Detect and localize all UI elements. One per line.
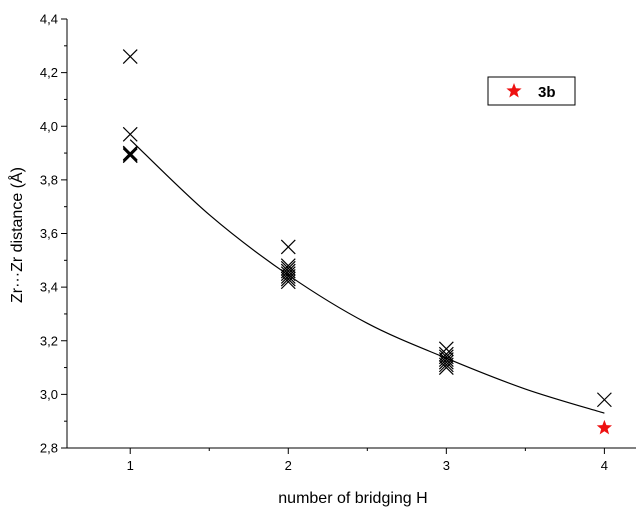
fit-curve-layer [129, 139, 605, 414]
data-point-x [280, 266, 296, 282]
data-point-x [280, 274, 296, 290]
data-point-x [122, 146, 138, 162]
x-tick-label: 4 [601, 458, 608, 473]
data-point-x [438, 360, 454, 375]
data-point-x [438, 357, 454, 373]
y-tick-label: 3,2 [40, 333, 58, 348]
data-point-x [438, 354, 454, 370]
axis-ticks: 1 2 3 4 2,8 3,0 3,2 3,4 3,6 3,8 4,0 4,2 4,4 [40, 12, 608, 474]
data-points [122, 49, 612, 435]
fit-curve [129, 139, 605, 414]
data-point-x [438, 349, 454, 365]
data-point-x [280, 263, 296, 279]
legend-box [487, 76, 576, 106]
x-axis-title: number of bridging H [278, 490, 427, 507]
x-marker-stroke [438, 349, 454, 365]
x-tick-label: 1 [127, 458, 134, 473]
y-tick-label: 3,6 [40, 226, 58, 241]
x-marker-stroke [122, 49, 138, 64]
data-point-x [122, 49, 138, 64]
data-point-x [280, 271, 296, 287]
data-point-x [122, 148, 138, 164]
x-marker-stroke [438, 357, 454, 373]
x-marker-stroke [280, 260, 296, 276]
legend-star-icon [506, 83, 522, 98]
data-point-x [122, 145, 138, 161]
x-marker-stroke [280, 263, 296, 279]
data-point-x [122, 126, 138, 142]
data-point-star-3b [596, 419, 612, 435]
x-marker-stroke [280, 266, 296, 282]
x-tick-label: 3 [443, 458, 450, 473]
y-tick-label: 4,2 [40, 65, 58, 80]
x-marker-stroke [122, 145, 138, 161]
data-point-x [280, 258, 296, 274]
x-marker-stroke [596, 392, 612, 408]
y-axis-title: Zr···Zr distance (Å) [7, 167, 26, 303]
y-tick-label: 3,8 [40, 172, 58, 187]
y-tick-label: 4,0 [40, 119, 58, 134]
x-marker-stroke [438, 346, 454, 362]
y-tick-label: 2,8 [40, 441, 58, 456]
data-point-x [438, 346, 454, 362]
legend: 3b [487, 76, 576, 106]
data-point-x [280, 268, 296, 284]
x-marker-stroke [438, 341, 454, 357]
x-marker-stroke [438, 354, 454, 370]
legend-label-3b: 3b [538, 84, 556, 101]
data-point-x [438, 341, 454, 357]
x-marker-stroke [280, 239, 296, 255]
data-point-x [596, 392, 612, 408]
x-marker-stroke [122, 126, 138, 142]
y-tick-label: 3,0 [40, 387, 58, 402]
y-tick-label: 4,4 [40, 12, 58, 27]
data-point-x [280, 239, 296, 255]
x-tick-label: 2 [285, 458, 292, 473]
data-point-x [280, 260, 296, 276]
y-tick-label: 3,4 [40, 280, 58, 295]
x-marker-stroke [280, 274, 296, 290]
x-marker-stroke [280, 271, 296, 287]
x-marker-stroke [280, 268, 296, 284]
x-marker-stroke [438, 352, 454, 367]
data-point-x [438, 352, 454, 367]
x-marker-stroke [280, 258, 296, 274]
x-marker-stroke [438, 360, 454, 375]
x-marker-stroke [122, 148, 138, 164]
x-marker-stroke [122, 146, 138, 162]
